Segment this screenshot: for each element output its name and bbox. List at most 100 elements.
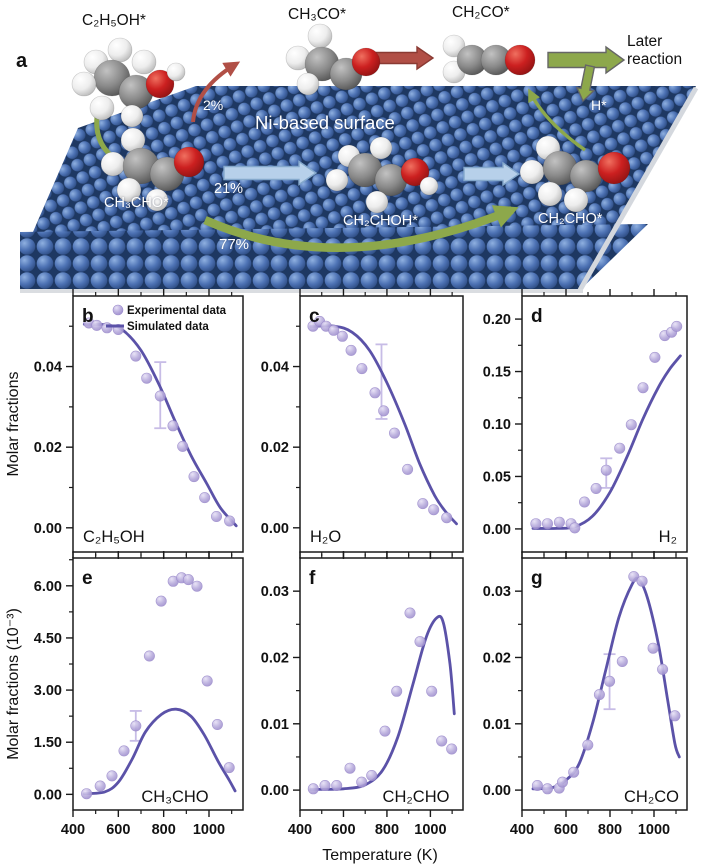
branch-2pct-label: 2% [203, 97, 224, 113]
experimental-point [94, 780, 106, 792]
species-label: H₂ [659, 528, 677, 546]
y-tick-label: 0.00 [261, 521, 289, 537]
x-tick-label: 800 [598, 822, 622, 838]
species-label: CH₂CO [624, 788, 679, 806]
experimental-point [344, 762, 356, 774]
experimental-point [81, 788, 93, 800]
y-tick-label: 0.00 [34, 521, 62, 537]
legend: Experimental data Simulated data [106, 304, 227, 333]
y-axis-title-row2: Molar fractions (10⁻³) [5, 608, 22, 760]
y-axis-title-row1: Molar fractions [5, 372, 22, 477]
legend-simulated-label: Simulated data [127, 321, 209, 333]
y-tick-label: 0.05 [483, 469, 511, 485]
x-axis-title: Temperature (K) [322, 847, 438, 864]
ni-surface-illustration [20, 23, 699, 293]
experimental-point [647, 642, 659, 654]
panel-letter: c [309, 306, 320, 327]
panel-letter: f [309, 568, 316, 589]
experimental-point [671, 320, 683, 332]
experimental-point [224, 515, 236, 527]
experimental-point [101, 322, 113, 334]
panel-e-plot: 400 600 800 1000 0.00 1.50 3.00 4.50 6.00 e CH₃CHO [34, 551, 244, 838]
experimental-point [188, 471, 200, 483]
experimental-point [143, 650, 155, 662]
experimental-point [391, 685, 403, 697]
experimental-point [531, 779, 543, 791]
experimental-point [369, 387, 381, 399]
x-tick-label: 800 [375, 822, 399, 838]
experimental-point [541, 518, 553, 530]
panel-letter: d [531, 306, 543, 327]
species-label: H₂O [310, 528, 341, 546]
y-tick-label: 0.15 [483, 365, 511, 381]
experimental-point [167, 420, 179, 432]
experimental-point [155, 595, 167, 607]
experimental-point [106, 770, 118, 782]
experimental-point [556, 776, 568, 788]
species-label: C₂H₅OH [83, 528, 145, 546]
y-tick-label: 0.02 [261, 650, 289, 666]
ch2co-molecule [442, 34, 536, 84]
ch3cho-label: CH₃CHO* [104, 195, 169, 211]
y-tick-label: 0.01 [483, 717, 511, 733]
experimental-point [211, 510, 223, 522]
experimental-point [118, 745, 130, 757]
arrow-to-later-reaction [547, 45, 626, 75]
experimental-point [628, 571, 640, 583]
panel-letter: g [531, 568, 543, 589]
ethanol-label: C₂H₅OH* [82, 12, 146, 29]
experimental-point [553, 516, 565, 528]
x-tick-label: 400 [288, 822, 312, 838]
y-tick-label: 0.03 [261, 584, 289, 600]
y-tick-label: 0.00 [34, 787, 62, 803]
experimental-point [199, 492, 211, 504]
arrow-2pct-to-ch3co [191, 61, 241, 123]
experimental-point [530, 518, 542, 530]
panel-c-plot: 0.00 0.02 0.04 c H₂O [261, 289, 464, 559]
reaction-scheme-panel: a C₂H₅OH* CH₃CO* CH₂CO* Later reaction N… [0, 0, 709, 295]
experimental-point [328, 324, 340, 336]
experimental-point [582, 739, 594, 751]
y-tick-label: 1.50 [34, 735, 62, 751]
experimental-point [568, 766, 580, 778]
later-reaction-label: Later reaction [627, 33, 683, 68]
legend-experimental-marker [112, 304, 124, 316]
panel-g-plot: 400 600 800 1000 0.00 0.01 0.02 0.03 g CH₂CO [483, 551, 688, 838]
experimental-point [541, 783, 553, 795]
x-tick-label: 1000 [193, 822, 225, 838]
experimental-point [426, 685, 438, 697]
panel-f-plot: 400 600 800 1000 0.00 0.01 0.02 0.03 f CH₂CHO [261, 551, 464, 838]
arrow-21pct-to-ch2choh [223, 160, 318, 186]
y-tick-label: 0.00 [483, 522, 511, 538]
arrow-h-branch [575, 64, 596, 103]
simulated-line [309, 614, 456, 791]
y-tick-label: 0.00 [483, 783, 511, 799]
ni-surface-label: Ni-based surface [255, 112, 395, 133]
y-tick-label: 0.10 [483, 417, 511, 433]
x-tick-label: 600 [331, 822, 355, 838]
species-label: CH₂CHO [383, 788, 450, 806]
x-tick-label: 600 [106, 822, 130, 838]
y-tick-label: 6.00 [34, 579, 62, 595]
experimental-point [378, 405, 390, 417]
experimental-point [417, 498, 429, 510]
experimental-point [625, 419, 637, 431]
experimental-point [404, 607, 416, 619]
experimental-point [590, 482, 602, 494]
y-tick-label: 0.04 [34, 360, 62, 376]
x-tick-label: 600 [554, 822, 578, 838]
experimental-point [600, 464, 612, 476]
ch2cho-molecule [519, 135, 631, 213]
ch2cho-label: CH₂CHO* [538, 211, 603, 227]
experimental-point [379, 725, 391, 737]
experimental-point [614, 442, 626, 454]
panel-letter: e [82, 568, 93, 589]
experimental-point [201, 675, 213, 687]
experimental-point [345, 344, 357, 356]
panel-b-plot: 0.00 0.02 0.04 b C₂H₅OH Experimental data Simu… [34, 289, 244, 559]
experimental-point [191, 580, 203, 592]
experimental-point [319, 779, 331, 791]
experimental-point [637, 382, 649, 394]
x-tick-label: 400 [510, 822, 534, 838]
experimental-point [91, 319, 103, 331]
